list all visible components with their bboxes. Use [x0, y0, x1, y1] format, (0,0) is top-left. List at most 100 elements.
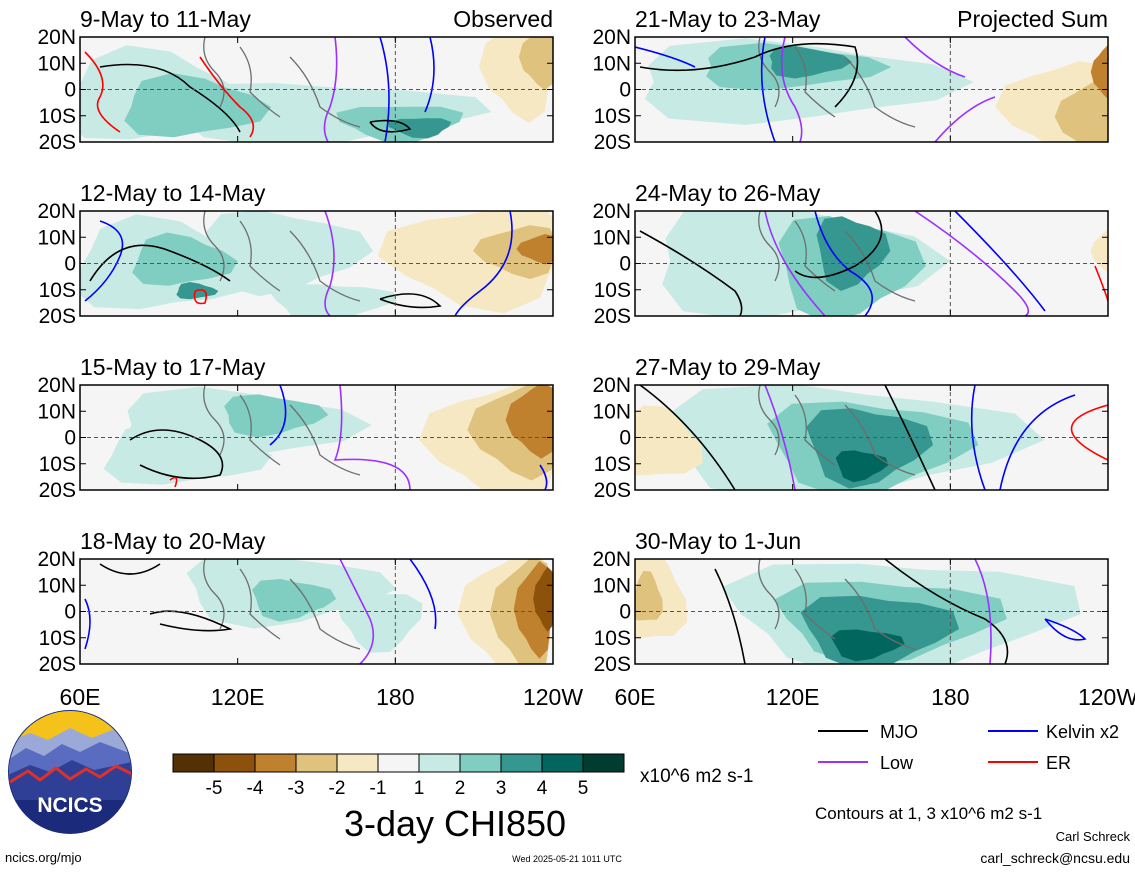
timestamp: Wed 2025-05-21 1011 UTC: [512, 854, 622, 864]
lat-label: 0: [64, 253, 76, 276]
author-email: carl_schreck@ncsu.edu: [980, 850, 1130, 866]
lat-label: 0: [64, 601, 76, 624]
lon-label: 180: [376, 684, 414, 710]
lon-label: 60E: [615, 684, 656, 710]
colorbar-tick: 3: [496, 778, 507, 799]
lon-label: 120W: [523, 684, 583, 710]
panel-title: 18-May to 20-May: [80, 528, 266, 554]
lat-label: 20S: [594, 305, 631, 328]
lat-label: 20S: [39, 479, 76, 502]
colorbar-swatch: [377, 753, 420, 773]
colorbar-tick: -3: [288, 778, 305, 799]
lat-label: 10S: [39, 627, 76, 650]
colorbar-swatch: [541, 753, 584, 773]
lon-label: 120E: [766, 684, 820, 710]
lat-label: 20N: [37, 374, 76, 397]
panel-title: 24-May to 26-May: [635, 180, 821, 206]
colorbar-tick: -1: [370, 778, 387, 799]
colorbar-tick: -5: [206, 778, 223, 799]
lat-label: 0: [64, 79, 76, 102]
legend-label-mjo: MJO: [880, 722, 918, 742]
lat-label: 10N: [592, 52, 631, 75]
panel-title: 30-May to 1-Jun: [635, 528, 801, 554]
lat-label: 10S: [39, 105, 76, 128]
colorbar-tick: -4: [247, 778, 264, 799]
colorbar-swatch: [336, 753, 379, 773]
panel-tag: Projected Sum: [957, 6, 1108, 32]
site-link[interactable]: ncics.org/mjo: [5, 850, 82, 865]
colorbar-swatch: [172, 753, 215, 773]
colorbar-swatch: [582, 753, 625, 773]
colorbar-tick: 4: [537, 778, 548, 799]
lon-axis-left: 60E 120E 180 120W: [60, 684, 584, 710]
legend-label-er: ER: [1046, 753, 1071, 773]
lon-label: 60E: [60, 684, 101, 710]
lat-label: 20N: [592, 548, 631, 571]
lat-label: 10N: [37, 400, 76, 423]
map-panel: 20N 10N 0 10S 20S 27-May to 29-May: [592, 354, 1109, 502]
lon-axis-right: 60E 120E 180 120W: [615, 684, 1135, 710]
lat-label: 10S: [39, 279, 76, 302]
chart-title: 3-day CHI850: [344, 803, 566, 844]
colorbar-swatch: [295, 753, 338, 773]
map-panel: 20N 10N 0 10S 20S 24-May to 26-May: [592, 180, 1109, 328]
lat-label: 20N: [592, 200, 631, 223]
lat-label: 20S: [39, 653, 76, 676]
lat-label: 0: [619, 601, 631, 624]
lat-label: 10S: [594, 627, 631, 650]
panel-title: 21-May to 23-May: [635, 6, 821, 32]
colorbar-swatch: [213, 753, 256, 773]
lat-label: 10N: [37, 52, 76, 75]
colorbar-swatch: [459, 753, 502, 773]
panel-title: 27-May to 29-May: [635, 354, 821, 380]
map-panel: 20N 10N 0 10S 20S 30-May to 1-Jun: [592, 528, 1109, 676]
lat-label: 10S: [594, 453, 631, 476]
lat-label: 10N: [37, 574, 76, 597]
lat-label: 20S: [594, 131, 631, 154]
author-name: Carl Schreck: [1056, 829, 1131, 844]
colorbar-tick: 2: [455, 778, 466, 799]
lat-label: 0: [619, 253, 631, 276]
lat-label: 20N: [37, 548, 76, 571]
legend-label-low: Low: [880, 753, 914, 773]
lat-label: 20S: [594, 653, 631, 676]
colorbar-swatch: [254, 753, 297, 773]
lat-label: 10S: [594, 105, 631, 128]
lat-label: 10N: [592, 400, 631, 423]
lat-label: 0: [64, 427, 76, 450]
colorbar: -5 -4 -3 -2 -1 1 2 3 4 5: [172, 753, 625, 799]
panel-title: 15-May to 17-May: [80, 354, 266, 380]
lat-label: 20N: [37, 26, 76, 49]
lat-label: 20N: [592, 374, 631, 397]
colorbar-swatch: [418, 753, 461, 773]
legend-label-kelvin: Kelvin x2: [1046, 722, 1119, 742]
lat-label: 20S: [39, 131, 76, 154]
lat-label: 20S: [594, 479, 631, 502]
lat-label: 10S: [594, 279, 631, 302]
lat-label: 0: [619, 79, 631, 102]
lat-label: 10N: [592, 574, 631, 597]
lat-label: 20N: [37, 200, 76, 223]
svg-text:NCICS: NCICS: [37, 794, 102, 817]
lon-label: 180: [931, 684, 969, 710]
lon-label: 120W: [1078, 684, 1135, 710]
colorbar-units: x10^6 m2 s-1: [640, 766, 753, 787]
colorbar-tick: 1: [414, 778, 425, 799]
map-panel: 20N 10N 0 10S 20S 15-May to 17-May: [37, 354, 554, 502]
lat-label: 0: [619, 427, 631, 450]
contour-note: Contours at 1, 3 x10^6 m2 s-1: [815, 804, 1042, 823]
colorbar-swatch: [500, 753, 543, 773]
ncics-logo: NCICS: [8, 710, 132, 834]
map-panel: 20N 10N 0 10S 20S 12-May to 14-May: [37, 180, 554, 328]
lat-label: 10N: [592, 226, 631, 249]
lat-label: 20S: [39, 305, 76, 328]
lat-label: 20N: [592, 26, 631, 49]
lon-label: 120E: [211, 684, 265, 710]
colorbar-tick: 5: [578, 778, 589, 799]
map-panel: 20N 10N 0 10S 20S 9-May to 11-May Observed: [37, 6, 554, 154]
panel-title: 9-May to 11-May: [80, 6, 251, 32]
map-panel: 20N 10N 0 10S 20S 21-May to 23-May Projected S…: [592, 6, 1109, 154]
lat-label: 10N: [37, 226, 76, 249]
map-panel: 20N 10N 0 10S 20S 18-May to 20-May: [37, 528, 554, 676]
